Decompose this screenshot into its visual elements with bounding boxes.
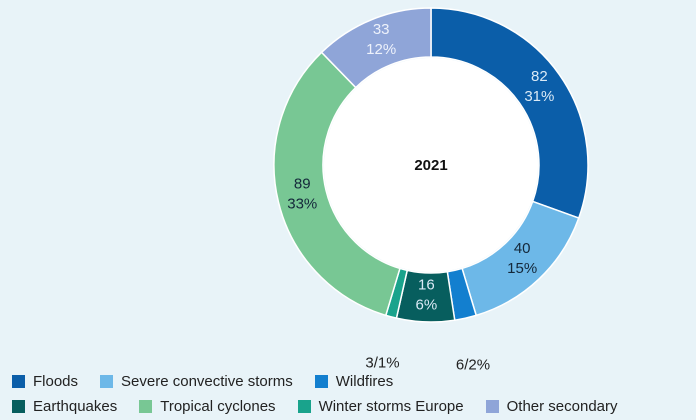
data-label-winter-storms-europe: 3/1%	[365, 355, 399, 370]
legend-label: Other secondary	[506, 397, 618, 415]
legend-swatch	[139, 399, 153, 413]
legend-label: Severe convective storms	[121, 372, 293, 390]
legend-label: Wildfires	[335, 372, 394, 390]
legend-swatch	[297, 399, 311, 413]
legend-label: Tropical cyclones	[160, 397, 276, 415]
data-label-tropical-cyclones: 89 33%	[287, 175, 317, 212]
legend-label: Floods	[33, 372, 79, 390]
data-label-earthquakes: 16 6%	[416, 276, 438, 313]
legend-swatch	[314, 374, 328, 388]
slice-tropical-cyclones	[273, 51, 401, 317]
legend-label: Earthquakes	[33, 397, 118, 415]
legend-swatch	[12, 374, 25, 388]
legend-row: Floods Severe convective storms Wildfires	[12, 370, 696, 392]
data-label-floods: 82 31%	[524, 68, 554, 105]
legend-item-earthquakes: Earthquakes	[12, 398, 117, 415]
legend-label: Winter storms Europe	[318, 397, 464, 415]
legend-item-severe-convective-storms: Severe convective storms	[100, 373, 293, 390]
legend-swatch	[485, 399, 499, 413]
data-label-severe-convective-storms: 40 15%	[507, 240, 537, 277]
data-label-wildfires: 6/2%	[456, 356, 490, 370]
legend-item-wildfires: Wildfires	[314, 372, 394, 390]
donut-chart: 82 31% 40 15% 6/2% 16 6% 3/1% 89 33% 33 12% 2021	[273, 7, 589, 370]
legend-item-other-secondary: Other secondary	[485, 397, 618, 415]
legend-swatch	[12, 399, 25, 413]
donut-hole	[324, 58, 538, 272]
slice-floods	[430, 7, 589, 219]
legend-item-floods: Floods	[12, 373, 78, 390]
data-label-other-secondary: 33 12%	[366, 21, 396, 58]
legend-swatch	[100, 374, 114, 388]
legend-item-winter-storms-europe: Winter storms Europe	[297, 397, 464, 415]
legend-item-tropical-cyclones: Tropical cyclones	[139, 397, 276, 415]
legend-row: Earthquakes Tropical cyclones Winter storm…	[12, 395, 696, 417]
center-label: 2021	[414, 157, 447, 174]
chart-legend: Floods Severe convective storms Wildfires E…	[12, 370, 696, 420]
slice-other-secondary	[320, 7, 432, 89]
